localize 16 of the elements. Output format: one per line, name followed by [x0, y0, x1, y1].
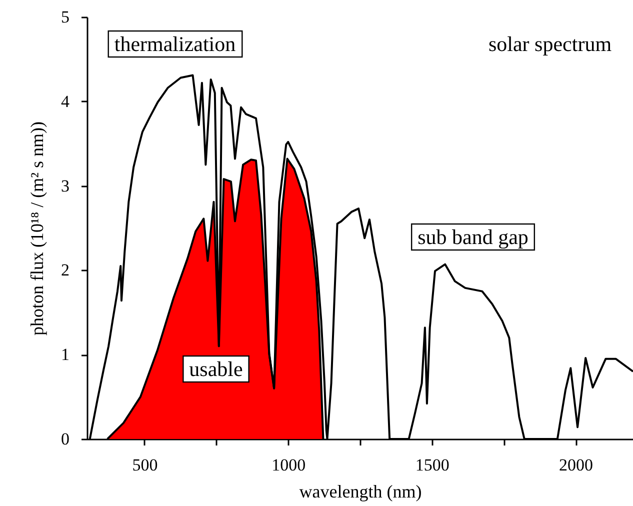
y-tick-label: 2 [61, 260, 70, 280]
y-tick-label: 5 [61, 8, 70, 26]
y-tick-label: 3 [61, 176, 70, 196]
y-tick-label: 4 [61, 92, 70, 111]
annotation: solar spectrum [488, 32, 612, 56]
x-tick-label: 1000 [272, 456, 306, 474]
x-tick-label: 2000 [559, 456, 594, 474]
x-axis-title: wavelength (nm) [299, 482, 422, 502]
y-axis-title: photon flux (10¹⁸ / (m² s nm)) [27, 121, 47, 336]
annotation: sub band gap [418, 225, 528, 249]
annotation: usable [189, 357, 243, 381]
x-tick-label: 1500 [415, 456, 450, 474]
y-tick-label: 1 [61, 345, 70, 364]
annotation: thermalization [114, 32, 236, 56]
x-tick-label: 500 [132, 456, 158, 474]
y-tick-label: 0 [61, 430, 70, 448]
